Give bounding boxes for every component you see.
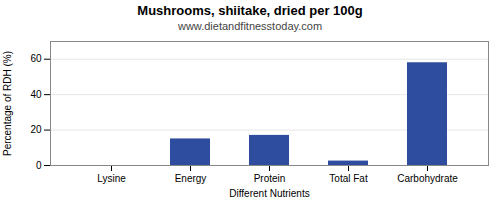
- svg-text:Lysine: Lysine: [97, 173, 126, 184]
- svg-text:20: 20: [30, 124, 42, 135]
- html-text:Mushrooms, shiitake, dried per: Mushrooms, shiitake, dried per 100g: [137, 3, 363, 18]
- svg-text:Total Fat: Total Fat: [329, 173, 368, 184]
- svg-text:Protein: Protein: [254, 173, 286, 184]
- html-text:www.dietandfitnesstoday.com: www.dietandfitnesstoday.com: [178, 20, 322, 32]
- svg-text:60: 60: [30, 53, 42, 64]
- svg-text:Energy: Energy: [175, 173, 207, 184]
- svg-text:Percentage of RDH (%): Percentage of RDH (%): [2, 51, 13, 156]
- svg-text:Different Nutrients: Different Nutrients: [229, 188, 309, 199]
- svg-text:40: 40: [30, 89, 42, 100]
- svg-text:Carbohydrate: Carbohydrate: [397, 173, 458, 184]
- svg-text:0: 0: [36, 160, 42, 171]
